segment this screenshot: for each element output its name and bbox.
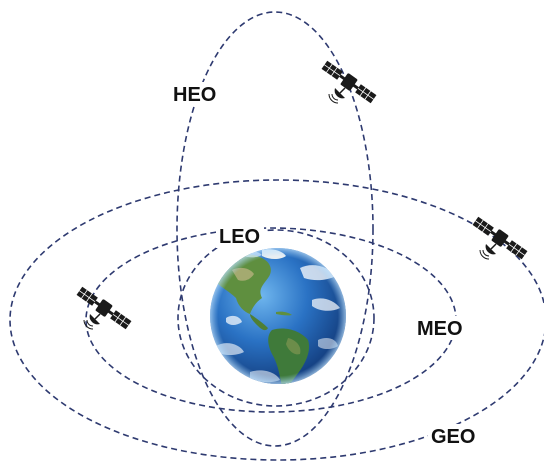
earth-globe-icon — [210, 248, 346, 384]
satellite-geo-icon — [470, 214, 530, 262]
heo-orbit — [176, 11, 374, 447]
leo-orbit — [177, 229, 375, 407]
geo-orbit — [9, 179, 544, 461]
satellite-meo-icon — [74, 284, 134, 332]
meo-label: MEO — [417, 318, 463, 340]
leo-label: LEO — [219, 226, 260, 248]
geo-label: GEO — [431, 426, 475, 448]
heo-label: HEO — [173, 84, 216, 106]
satellite-heo-icon — [319, 58, 379, 106]
